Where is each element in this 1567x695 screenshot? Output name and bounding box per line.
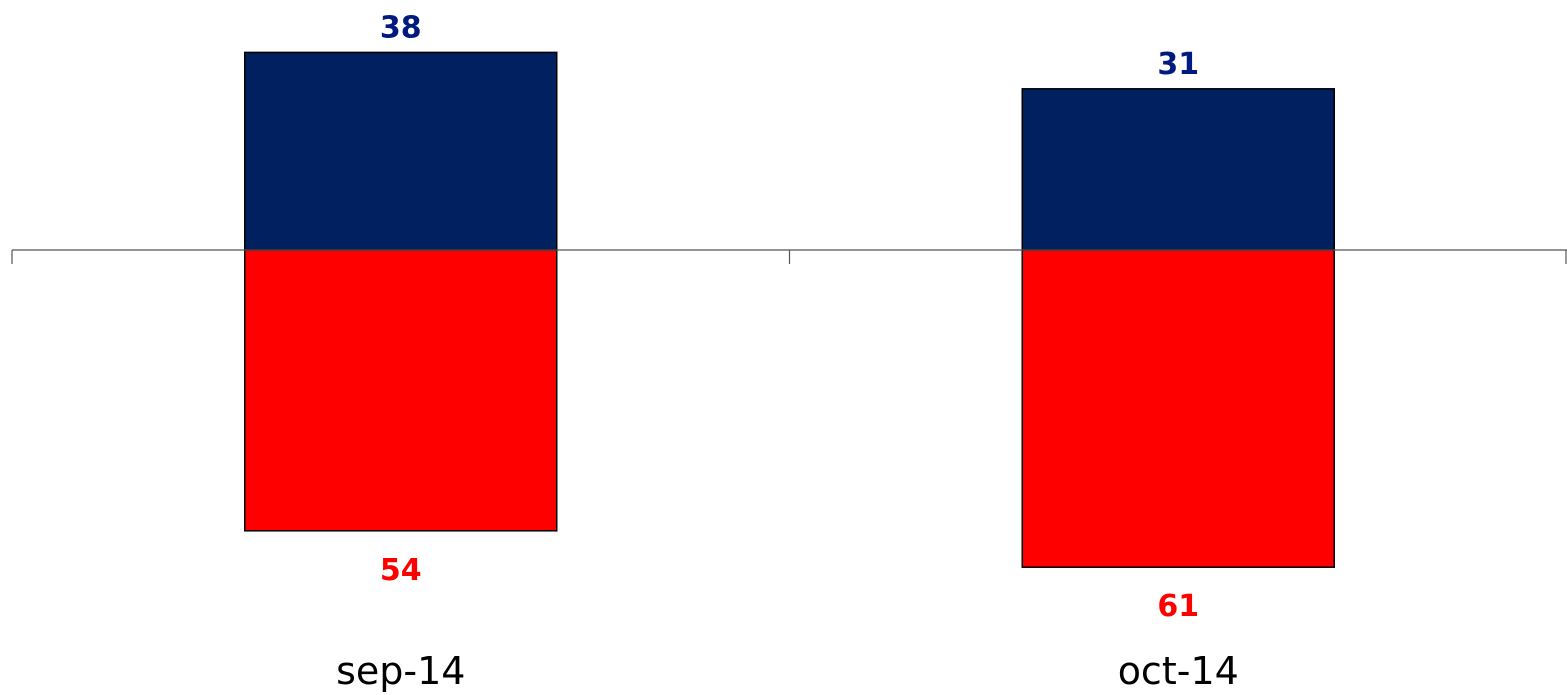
- negative-bar-oct-14: [1021, 249, 1335, 568]
- negative-value-label-oct-14: 61: [1157, 589, 1199, 624]
- positive-value-label-sep-14: 38: [380, 10, 422, 45]
- labels-layer: 38 54 sep-14 31 61 oct-14: [336, 10, 1239, 693]
- positive-bar-sep-14: [244, 51, 558, 251]
- negative-value-label-sep-14: 54: [380, 553, 422, 588]
- category-label-sep-14: sep-14: [336, 649, 465, 693]
- positive-value-label-oct-14: 31: [1157, 47, 1199, 82]
- bars-layer: [244, 51, 1335, 568]
- positive-bar-oct-14: [1021, 88, 1335, 251]
- category-label-oct-14: oct-14: [1118, 649, 1239, 693]
- category-axis: [11, 249, 1567, 264]
- negative-bar-sep-14: [244, 249, 558, 532]
